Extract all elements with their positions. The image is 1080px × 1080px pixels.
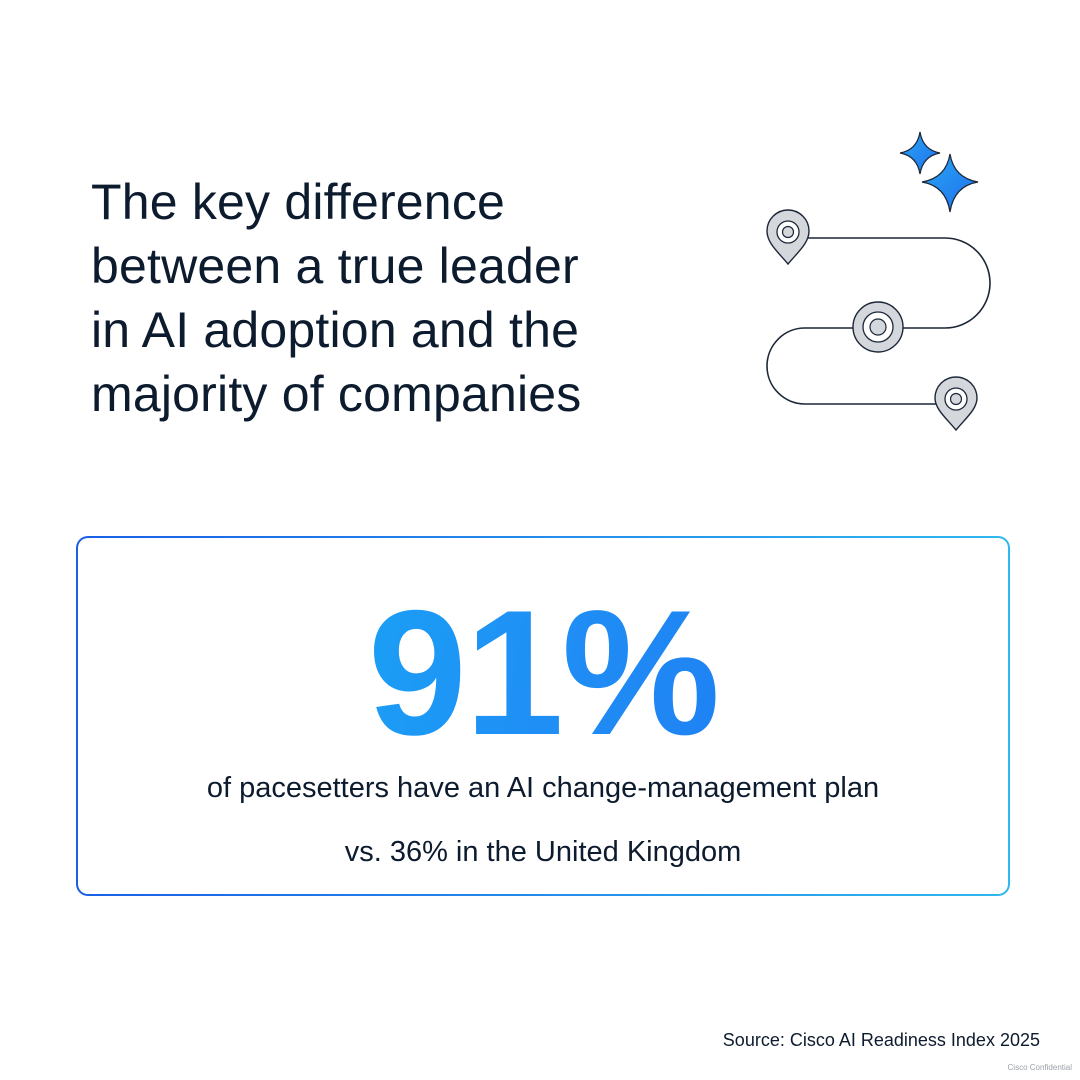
location-pin-icon [766,209,810,266]
stat-value: 91% [78,578,1008,768]
source-citation: Source: Cisco AI Readiness Index 2025 [722,1030,1040,1050]
stat-card-body: 91% of pacesetters have an AI change-man… [78,538,1008,894]
location-target-icon [852,301,904,353]
headline: The key difference between a true leader… [91,170,731,426]
confidential-label: Cisco Confidential [1007,1063,1072,1072]
location-pin-icon [934,376,978,432]
headline-line-2: between a true leader [91,238,579,294]
stat-card: 91% of pacesetters have an AI change-man… [76,536,1010,896]
winding-path-icon [766,237,991,405]
headline-line-3: in AI adoption and the [91,302,580,358]
headline-line-4: majority of companies [91,366,582,422]
headline-line-1: The key difference [91,174,506,230]
stat-description: of pacesetters have an AI change-managem… [206,772,880,804]
sparkle-icon [899,131,979,213]
stat-comparison: vs. 36% in the United Kingdom [344,836,742,868]
roadmap-illustration [766,131,991,432]
